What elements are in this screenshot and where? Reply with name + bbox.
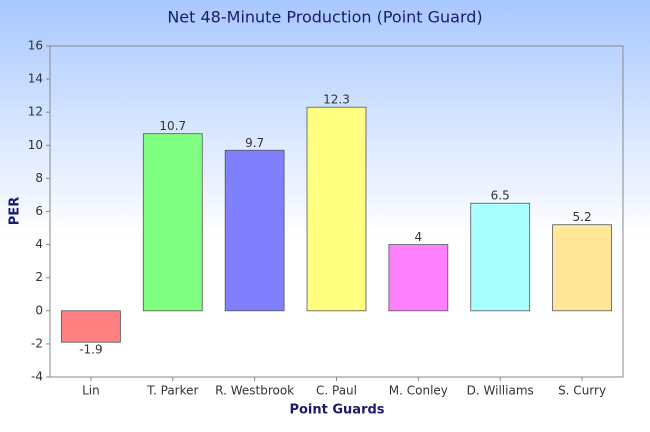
bar: [224, 149, 285, 312]
bar: [142, 133, 203, 312]
value-label: 12.3: [323, 93, 350, 107]
y-tick-label: 16: [28, 39, 43, 53]
y-axis-label: PER: [8, 197, 23, 225]
y-tick-label: 10: [28, 138, 43, 152]
x-tick-label: M. Conley: [389, 384, 448, 398]
bar: [388, 244, 449, 312]
value-label: 9.7: [245, 136, 264, 150]
x-tick-label: T. Parker: [146, 384, 198, 398]
y-tick-label: -4: [31, 370, 43, 384]
x-tick-label: S. Curry: [558, 384, 606, 398]
x-tick-label: C. Paul: [316, 384, 357, 398]
bar: [552, 224, 612, 312]
value-label: -1.9: [79, 343, 102, 357]
y-tick-label: 0: [35, 303, 43, 317]
value-label: 4: [415, 230, 423, 244]
x-axis-label: Point Guards: [289, 403, 384, 418]
value-label: 6.5: [491, 189, 510, 203]
y-tick-label: 6: [35, 204, 43, 218]
y-tick-label: 2: [35, 270, 43, 284]
y-tick-label: -2: [31, 336, 43, 350]
bar: [61, 310, 121, 343]
y-tick-label: 4: [35, 237, 43, 251]
bar: [470, 202, 531, 312]
x-tick-label: D. Williams: [467, 384, 534, 398]
chart-title: Net 48-Minute Production (Point Guard): [167, 8, 482, 27]
bar: [306, 106, 367, 312]
y-tick-label: 14: [28, 72, 43, 86]
y-tick-label: 12: [28, 105, 43, 119]
y-tick-label: 8: [35, 171, 43, 185]
x-tick-label: Lin: [82, 384, 100, 398]
x-tick-label: R. Westbrook: [215, 384, 294, 398]
value-label: 10.7: [159, 119, 186, 133]
value-label: 5.2: [573, 210, 592, 224]
